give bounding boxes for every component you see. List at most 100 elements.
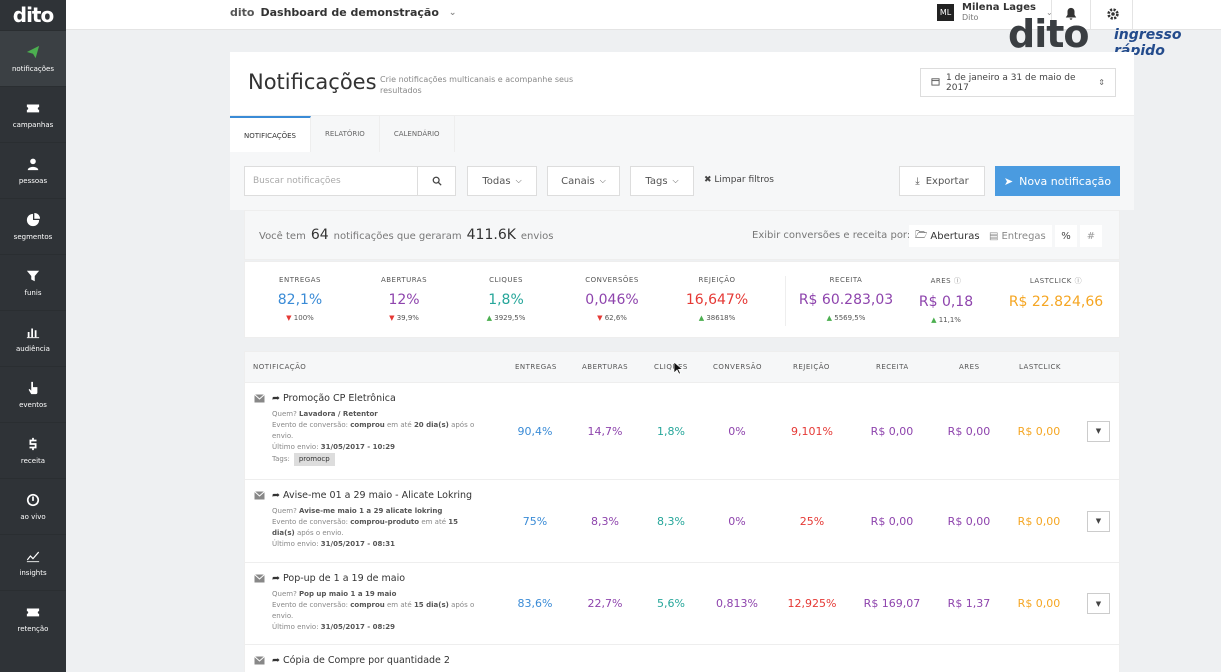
notification-count: 64 [310, 227, 329, 243]
arrow-down-icon: ▼ [389, 314, 395, 322]
envelope-icon [254, 574, 265, 583]
row-actions-button[interactable]: ▼ [1087, 593, 1110, 614]
topbar: dito Dashboard de demonstração ⌄ ML Mile… [66, 0, 1221, 30]
sidebar-item-receita[interactable]: receita [0, 422, 66, 478]
table-row[interactable]: ➦ Cópia de Compre por quantidade 2 [245, 645, 1119, 672]
metric-delta: ▲ 11,1% [891, 316, 1001, 324]
summary-middle: notificações que geraram [333, 231, 462, 242]
filter-channels-label: Canais [561, 175, 595, 187]
share-icon: ➦ [272, 573, 280, 584]
search-button[interactable] [417, 166, 456, 196]
user-menu[interactable]: ML Milena Lages Dito ⌄ [937, 2, 1053, 22]
notification-title[interactable]: ➦ Avise-me 01 a 29 maio - Alicate Lokrin… [272, 490, 472, 501]
new-notification-button[interactable]: ➤ Nova notificação [995, 166, 1120, 196]
share-icon: ➦ [272, 655, 280, 666]
ticket-icon [25, 100, 41, 116]
bell-icon[interactable] [1064, 6, 1080, 22]
clock-icon [25, 492, 41, 508]
user-name: Milena Lages [962, 2, 1036, 13]
gear-icon[interactable] [1106, 6, 1122, 22]
tab-calendario[interactable]: Calendário [380, 116, 455, 152]
notifications-table: Notificação Entregas Aberturas Cliques C… [244, 351, 1120, 672]
who-value: Lavadora / Retentor [299, 410, 378, 418]
sidebar-item-campanhas[interactable]: campanhas [0, 86, 66, 142]
envelope-icon [254, 656, 265, 665]
last-send-value: 31/05/2017 - 08:29 [320, 623, 395, 631]
sidebar-item-segmentos[interactable]: segmentos [0, 198, 66, 254]
tab-relatorio[interactable]: Relatório [311, 116, 380, 152]
metric-label-text: Receita [829, 276, 863, 284]
metric-delta-value: 62,6% [604, 314, 627, 322]
sidebar-item-label: ao vivo [20, 513, 46, 521]
hand-pointer-icon [25, 380, 41, 396]
bar-chart-icon [25, 324, 41, 340]
metric-label-text: Entregas [279, 276, 321, 284]
table-cell: 83,6% [517, 597, 553, 610]
summary-prefix: Você tem [259, 231, 306, 242]
table-row[interactable]: ➦ Promoção CP Eletrônica Quem? Lavadora /… [245, 383, 1119, 480]
opens-option[interactable]: 🗁 Aberturas [909, 225, 986, 247]
calendar-icon [931, 77, 940, 89]
metric-label: ARES ⓘ [891, 276, 1001, 286]
notification-title[interactable]: ➦ Pop-up de 1 a 19 de maio [272, 573, 405, 584]
notification-meta: Quem? Lavadora / Retentor Evento de conve… [272, 409, 482, 466]
last-send-label: Último envio: [272, 540, 319, 548]
question-circle-icon[interactable]: ⓘ [1074, 277, 1083, 285]
table-cell: 0,813% [716, 597, 758, 610]
date-range-picker[interactable]: 1 de janeiro a 31 de maio de 2017 ⇕ [920, 68, 1116, 97]
last-send-label: Último envio: [272, 443, 319, 451]
clear-filters-label: Limpar filtros [714, 175, 774, 185]
metric-label-text: Lastclick [1029, 277, 1072, 285]
percent-toggle[interactable]: % [1055, 225, 1077, 247]
table-cell: 14,7% [587, 424, 623, 438]
row-actions-button[interactable]: ▼ [1087, 510, 1110, 532]
event-mid: em até [387, 601, 412, 609]
export-button[interactable]: ⤓ Exportar [899, 166, 985, 196]
notification-title-text: Promoção CP Eletrônica [283, 393, 396, 404]
sidebar-item-retenção[interactable]: retenção [0, 590, 66, 646]
metric-label-text: Rejeição [698, 276, 736, 284]
deliveries-option[interactable]: ▤ Entregas [983, 225, 1052, 247]
folder-open-icon: 🗁 [915, 229, 928, 241]
table-cell: 90,4% [517, 424, 553, 438]
event-label: Evento de conversão: [272, 601, 349, 609]
who-label: Quem? [272, 590, 297, 598]
tab-notificacoes[interactable]: Notificações [230, 116, 311, 153]
filter-channels-dropdown[interactable]: Canais ⌵ [547, 166, 620, 196]
tag-badge[interactable]: promocp [293, 453, 335, 466]
sidebar-item-eventos[interactable]: eventos [0, 366, 66, 422]
arrow-up-icon: ▲ [931, 316, 937, 324]
event-mid: em até [387, 421, 412, 429]
filter-all-dropdown[interactable]: Todas ⌵ [467, 166, 537, 196]
row-actions-button[interactable]: ▼ [1087, 420, 1110, 442]
clear-filters-button[interactable]: ✖ Limpar filtros [704, 175, 774, 185]
notification-title[interactable]: ➦ Promoção CP Eletrônica [272, 393, 396, 404]
sidebar-item-ao-vivo[interactable]: ao vivo [0, 478, 66, 534]
table-cell: 1,8% [657, 424, 685, 438]
col-conversao: Conversão [713, 363, 762, 371]
table-row[interactable]: ➦ Pop-up de 1 a 19 de maio Quem? Pop up m… [245, 563, 1119, 645]
chevron-down-icon: ⌵ [599, 176, 606, 185]
close-icon: ✖ [704, 175, 712, 185]
sidebar-item-audiência[interactable]: audiência [0, 310, 66, 366]
filter-tags-dropdown[interactable]: Tags ⌵ [630, 166, 694, 196]
dito-logo[interactable]: dito [12, 3, 54, 27]
sidebar-item-funis[interactable]: funis [0, 254, 66, 310]
dito-brand-logo: dito [1008, 12, 1089, 56]
col-entregas: Entregas [515, 363, 557, 371]
table-row[interactable]: ➦ Avise-me 01 a 29 maio - Alicate Lokrin… [245, 480, 1119, 563]
sidebar-item-insights[interactable]: insights [0, 534, 66, 590]
metric-aberturas: Aberturas 12% ▼ 39,9% [349, 276, 459, 322]
sidebar-item-label: eventos [19, 401, 47, 409]
table-cell: 0% [728, 424, 746, 438]
search-input[interactable]: Buscar notificações [244, 166, 418, 196]
question-circle-icon[interactable]: ⓘ [953, 277, 962, 285]
notification-title[interactable]: ➦ Cópia de Compre por quantidade 2 [272, 655, 450, 666]
col-aberturas: Aberturas [582, 363, 629, 371]
export-label: Exportar [925, 175, 969, 187]
sidebar-item-notificações[interactable]: notificações [0, 30, 66, 86]
sidebar-item-pessoas[interactable]: pessoas [0, 142, 66, 198]
dashboard-selector[interactable]: dito Dashboard de demonstração ⌄ [230, 6, 456, 19]
hash-toggle[interactable]: # [1080, 225, 1102, 247]
metric-delta: ▲ 38618% [662, 314, 772, 322]
